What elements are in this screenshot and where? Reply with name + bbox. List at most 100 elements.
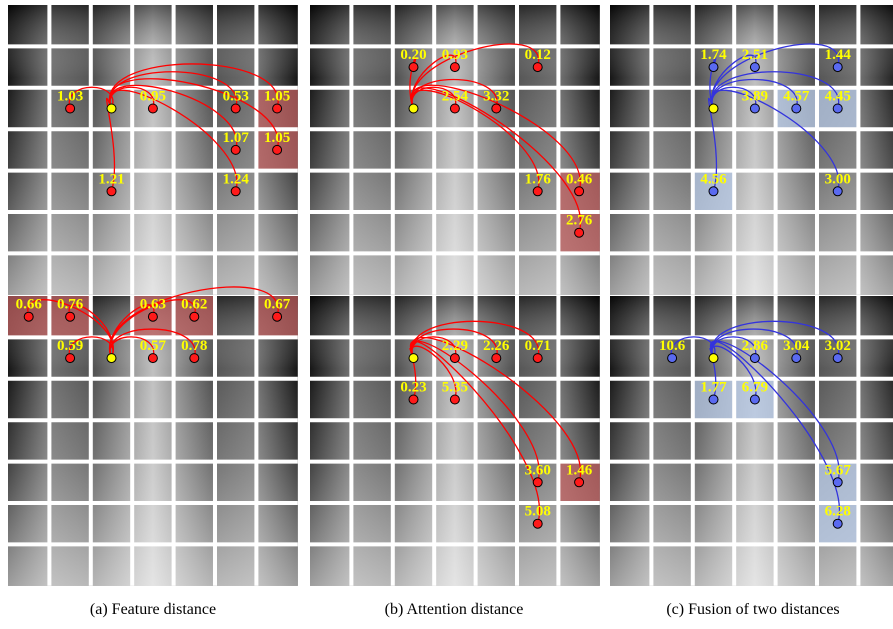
distance-label: 0.78 — [181, 338, 207, 354]
point — [107, 187, 116, 196]
figure: 1.03 0.95 0.53 1.05 1.07 1.05 1.21 1.24 0.20 0.93… — [0, 0, 893, 629]
distance-label: 5.67 — [825, 462, 852, 478]
distance-label: 0.76 — [57, 297, 84, 313]
point — [492, 104, 501, 113]
panel: 1.03 0.95 0.53 1.05 1.07 1.05 1.21 1.24 — [8, 5, 298, 295]
point — [833, 63, 842, 72]
distance-label: 2.29 — [442, 338, 468, 354]
distance-label: 1.03 — [57, 89, 83, 105]
distance-label: 1.77 — [700, 380, 727, 396]
distance-label: 0.66 — [16, 297, 43, 313]
point — [148, 104, 157, 113]
point — [66, 312, 75, 321]
point — [750, 63, 759, 72]
distance-label: 4.57 — [783, 89, 810, 105]
distance-label: 1.21 — [98, 171, 124, 187]
point — [450, 104, 459, 113]
distance-label: 3.89 — [742, 89, 768, 105]
anchor-point — [107, 104, 116, 113]
distance-label: 0.53 — [223, 89, 249, 105]
distance-label: 4.45 — [825, 89, 851, 105]
point — [750, 395, 759, 404]
distance-label: 0.63 — [140, 297, 166, 313]
point — [273, 104, 282, 113]
point — [66, 104, 75, 113]
point — [833, 354, 842, 363]
distance-label: 0.71 — [525, 338, 551, 354]
point — [533, 519, 542, 528]
distance-label: 3.00 — [825, 171, 851, 187]
point — [273, 312, 282, 321]
point — [792, 354, 801, 363]
anchor-point — [409, 104, 418, 113]
point — [709, 187, 718, 196]
distance-label: 0.67 — [264, 297, 291, 313]
distance-label: 0.57 — [140, 338, 167, 354]
distance-label: 1.46 — [566, 462, 593, 478]
point — [148, 354, 157, 363]
point — [409, 63, 418, 72]
point — [575, 478, 584, 487]
point — [190, 312, 199, 321]
distance-label: 3.02 — [825, 338, 851, 354]
point — [231, 187, 240, 196]
distance-label: 2.86 — [742, 338, 769, 354]
point — [24, 312, 33, 321]
anchor-point — [107, 354, 116, 363]
point — [231, 145, 240, 154]
point — [409, 395, 418, 404]
point — [66, 354, 75, 363]
distance-label: 0.46 — [566, 171, 593, 187]
panel: 1.74 2.51 1.44 3.89 4.57 4.45 4.56 3.00 — [610, 5, 893, 295]
distance-label: 0.95 — [140, 89, 166, 105]
point — [750, 104, 759, 113]
distance-label: 1.44 — [825, 47, 852, 63]
distance-label: 10.6 — [659, 338, 686, 354]
distance-label: 0.20 — [400, 47, 426, 63]
distance-label: 5.35 — [442, 380, 468, 396]
point — [833, 187, 842, 196]
point — [575, 187, 584, 196]
distance-label: 3.32 — [483, 89, 509, 105]
distance-label: 1.74 — [700, 47, 727, 63]
distance-label: 6.79 — [742, 380, 768, 396]
distance-label: 2.51 — [742, 47, 768, 63]
distance-label: 1.05 — [264, 89, 290, 105]
distance-label: 2.26 — [483, 338, 510, 354]
caption: (c) Fusion of two distances — [666, 601, 839, 618]
point — [833, 104, 842, 113]
distance-label: 1.07 — [223, 130, 250, 146]
distance-label: 1.05 — [264, 130, 290, 146]
point — [148, 312, 157, 321]
distance-label: 0.59 — [57, 338, 83, 354]
distance-label: 0.23 — [400, 380, 426, 396]
point — [492, 354, 501, 363]
distance-label: 3.04 — [783, 338, 810, 354]
point — [575, 228, 584, 237]
distance-label: 1.24 — [223, 171, 250, 187]
xray-shade — [8, 5, 298, 295]
panels: 1.03 0.95 0.53 1.05 1.07 1.05 1.21 1.24 0.20 0.93… — [8, 5, 893, 586]
distance-label: 2.76 — [566, 213, 593, 229]
point — [533, 187, 542, 196]
point — [533, 63, 542, 72]
distance-label: 2.54 — [442, 89, 469, 105]
point — [533, 354, 542, 363]
point — [833, 478, 842, 487]
panel: 0.66 0.76 0.63 0.62 0.67 0.59 0.57 0.78 — [8, 287, 298, 586]
anchor-point — [709, 104, 718, 113]
distance-label: 4.56 — [700, 171, 727, 187]
point — [668, 354, 677, 363]
point — [750, 354, 759, 363]
distance-label: 0.93 — [442, 47, 468, 63]
distance-label: 0.62 — [181, 297, 207, 313]
point — [231, 104, 240, 113]
distance-label: 0.12 — [525, 47, 551, 63]
point — [190, 354, 199, 363]
point — [450, 354, 459, 363]
distance-label: 3.60 — [525, 462, 551, 478]
point — [709, 395, 718, 404]
anchor-point — [709, 354, 718, 363]
